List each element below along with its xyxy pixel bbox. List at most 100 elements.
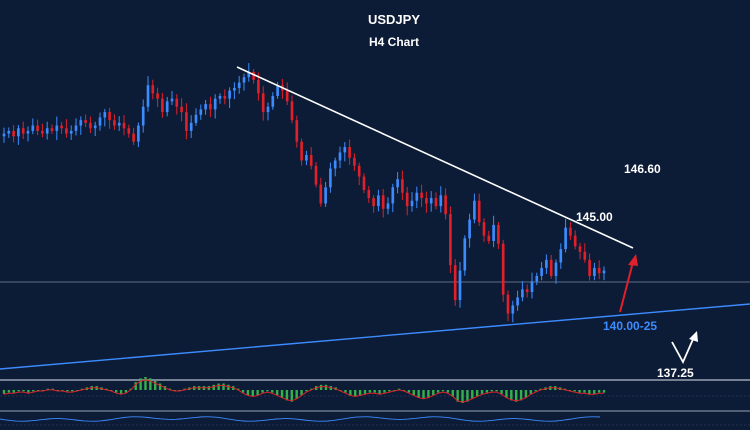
- oscillator-bar: [246, 390, 250, 396]
- oscillator-bar: [568, 390, 572, 391]
- oscillator-bar: [22, 390, 25, 392]
- oscillator-bar: [456, 390, 459, 402]
- candle-body: [338, 152, 342, 161]
- oscillator-bar: [573, 390, 576, 392]
- candle-body: [377, 195, 380, 207]
- candle-body: [492, 224, 495, 242]
- oscillator-bar: [32, 390, 35, 392]
- oscillator-bar: [529, 390, 533, 394]
- oscillator-bar: [227, 384, 230, 390]
- candle-body: [209, 104, 212, 110]
- oscillator-bar: [339, 390, 342, 391]
- candle-body: [189, 122, 193, 131]
- candle-body: [463, 238, 467, 271]
- candle-body: [276, 85, 279, 96]
- candle-body: [175, 98, 179, 107]
- candle-body: [26, 130, 30, 134]
- candle-body: [165, 101, 169, 113]
- oscillator-bar: [114, 390, 118, 393]
- candle-body: [554, 262, 558, 276]
- candle-body: [602, 270, 606, 274]
- candle-body: [521, 289, 524, 298]
- candle-body: [21, 128, 25, 134]
- oscillator-bar: [75, 390, 79, 391]
- candle-body: [300, 141, 303, 161]
- oscillator-bar: [256, 390, 259, 396]
- candle-body: [79, 120, 83, 126]
- candle-body: [468, 219, 471, 239]
- candle-body: [597, 267, 601, 274]
- candle-body: [449, 214, 452, 266]
- oscillator-bar: [485, 390, 489, 393]
- candle-body: [583, 251, 587, 260]
- candle-body: [357, 165, 361, 177]
- oscillator-bar: [261, 390, 264, 393]
- candle-body: [93, 125, 97, 129]
- candle-body: [141, 106, 145, 126]
- candle-body: [180, 106, 183, 113]
- oscillator-bar: [373, 390, 376, 393]
- candle-body: [482, 222, 486, 236]
- candle-body: [117, 122, 121, 126]
- oscillator-bar: [490, 390, 494, 392]
- oscillator-bar: [266, 390, 269, 392]
- candle-body: [415, 192, 419, 201]
- oscillator-bar: [51, 388, 54, 390]
- oscillator-bar: [149, 378, 152, 390]
- candle-body: [545, 259, 548, 268]
- candle-body: [564, 227, 567, 250]
- candle-body: [84, 120, 87, 123]
- oscillator-bar: [427, 390, 430, 398]
- candle-body: [151, 85, 155, 94]
- candle-body: [535, 275, 539, 282]
- candle-body: [353, 157, 356, 166]
- oscillator-bar: [563, 388, 567, 390]
- oscillator-bar: [471, 390, 474, 400]
- oscillator-bar: [495, 390, 498, 392]
- candle-body: [458, 270, 462, 301]
- oscillator-bar: [217, 383, 220, 390]
- candle-body: [516, 297, 519, 306]
- oscillator-bar: [236, 388, 240, 390]
- oscillator-bar: [412, 390, 415, 396]
- candle-body: [60, 125, 63, 129]
- level-label-137-25: 137.25: [657, 366, 694, 380]
- oscillator-bar: [344, 390, 347, 393]
- oscillator-bar: [475, 390, 479, 397]
- oscillator-bar: [105, 388, 108, 390]
- oscillator-bar: [2, 390, 6, 394]
- candle-body: [122, 122, 126, 129]
- candle-body: [204, 104, 207, 110]
- candle-body: [185, 112, 188, 131]
- projection-arrow: [619, 261, 634, 313]
- candle-body: [429, 198, 433, 204]
- oscillator-bar: [178, 390, 181, 391]
- oscillator-bar: [12, 390, 15, 393]
- oscillator-bar: [539, 388, 542, 390]
- candle-body: [420, 192, 423, 199]
- candle-body: [405, 192, 409, 207]
- candle-body: [17, 128, 20, 137]
- oscillator-bar: [305, 390, 308, 392]
- oscillator-bar: [422, 390, 425, 400]
- oscillator-bar: [378, 390, 381, 394]
- oscillator-bar: [583, 390, 586, 393]
- candle-body: [573, 235, 577, 247]
- candle-body: [348, 147, 351, 158]
- oscillator-bar: [588, 390, 591, 394]
- candle-body: [247, 71, 251, 78]
- candle-body: [41, 130, 44, 134]
- level-label-140-00-25: 140.00-25: [603, 319, 657, 333]
- candle-body: [329, 168, 332, 188]
- candle-body: [439, 195, 443, 207]
- chart-subtitle: H4 Chart: [369, 35, 419, 49]
- candle-body: [146, 85, 150, 107]
- oscillator-bar: [124, 390, 128, 393]
- oscillator-bar: [290, 390, 294, 402]
- oscillator-bar: [212, 384, 215, 390]
- candle-body: [132, 133, 135, 142]
- candle-body: [396, 179, 399, 188]
- candle-body: [367, 190, 371, 199]
- candle-body: [161, 98, 164, 113]
- candle-body: [588, 259, 591, 276]
